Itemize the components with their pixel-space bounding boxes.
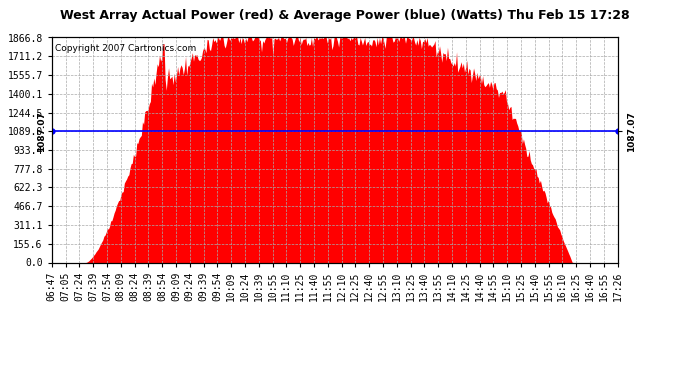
Text: Copyright 2007 Cartronics.com: Copyright 2007 Cartronics.com [55,44,196,53]
Text: West Array Actual Power (red) & Average Power (blue) (Watts) Thu Feb 15 17:28: West Array Actual Power (red) & Average … [60,9,630,22]
Text: 1087.07: 1087.07 [37,111,46,152]
